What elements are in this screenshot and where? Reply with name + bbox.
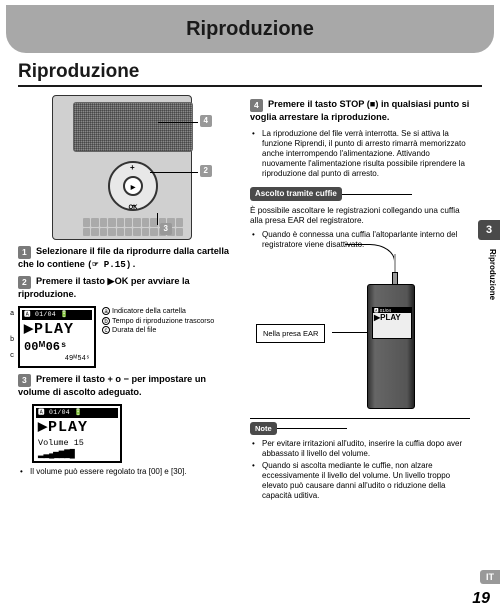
ear-line — [332, 332, 368, 333]
lcd-display-2: 🅰 01/04 🔋 ▶PLAY Volume 15 ▂▃▄▅▆▇█ — [32, 404, 122, 463]
device-figure: ▶OK + − 4 2 3 — [42, 95, 212, 240]
step-ref: (☞ P.15). — [87, 259, 137, 270]
step-badge: 1 — [18, 246, 31, 259]
chapter-side-label: Riproduzione — [488, 249, 497, 300]
title-rule — [18, 85, 482, 87]
rec-screen-play: ▶PLAY — [373, 313, 411, 323]
note-2: Quando si ascolta mediante le cuffie, no… — [262, 461, 470, 501]
lcd-play: ▶PLAY — [36, 418, 118, 438]
ear-heading: Ascolto tramite cuffie — [250, 187, 342, 201]
step-text: Premere il tasto STOP (■) in qualsiasi p… — [250, 99, 469, 122]
step-badge: 2 — [18, 276, 31, 289]
minus-icon: − — [131, 201, 136, 211]
legend-c: cDurata del file — [102, 325, 214, 334]
note-list: Per evitare irritazioni all'udito, inser… — [250, 439, 470, 501]
recorder-screen: 🅰 01/04 ▶PLAY — [372, 307, 412, 339]
lcd-display-1: 🅰 01/04 🔋 ▶PLAY 00ᴹ06ˢ 49ᴹ54ˢ a b c — [18, 306, 96, 368]
step-badge: 4 — [250, 99, 263, 112]
jack-plug — [392, 254, 398, 286]
step-4: 4 Premere il tasto STOP (■) in qualsiasi… — [250, 99, 470, 123]
section-title: Riproduzione — [18, 61, 500, 83]
chapter-tab: 3 — [478, 220, 500, 240]
lcd-legend-row: 🅰 01/04 🔋 ▶PLAY 00ᴹ06ˢ 49ᴹ54ˢ a b c aInd… — [18, 306, 236, 368]
callout-4: 4 — [200, 115, 212, 127]
step-badge: 3 — [18, 374, 31, 387]
ear-figure: 🅰 01/04 ▶PLAY Nella presa EAR — [250, 254, 425, 414]
jack-wire — [345, 244, 395, 279]
right-column: 4 Premere il tasto STOP (■) in qualsiasi… — [250, 93, 470, 503]
ear-heading-wrap: Ascolto tramite cuffie — [250, 187, 470, 201]
step-1: 1 Selezionare il file da riprodurre dall… — [18, 246, 236, 270]
stop-note: La riproduzione del file verrà interrott… — [262, 129, 470, 179]
lcd-top: 🅰 01/04 🔋 — [36, 408, 118, 418]
callout-line — [150, 172, 198, 173]
volume-note: Il volume può essere regolato tra [00] e… — [30, 467, 236, 477]
lcd-top: 🅰 01/04 🔋 — [22, 310, 92, 320]
lcd-sub: 49ᴹ54ˢ — [22, 355, 92, 364]
ear-label-box: Nella presa EAR — [256, 324, 325, 343]
ear-intro: È possibile ascoltare le registrazioni c… — [250, 206, 470, 227]
page-number: 19 — [472, 590, 490, 608]
content-columns: ▶OK + − 4 2 3 1 Selezionare il file da r — [0, 93, 500, 503]
left-column: ▶OK + − 4 2 3 1 Selezionare il file da r — [18, 93, 236, 503]
callout-3: 3 — [160, 223, 172, 235]
marker-a: a — [10, 310, 14, 319]
note-1: Per evitare irritazioni all'udito, inser… — [262, 439, 470, 459]
plus-icon: + — [130, 163, 135, 173]
step-text: Premere il tasto + o − per impostare un … — [18, 374, 206, 397]
volume-note-list: Il volume può essere regolato tra [00] e… — [18, 467, 236, 477]
marker-b: b — [10, 336, 14, 345]
ok-button: ▶OK — [123, 176, 143, 196]
device-body: ▶OK + − — [52, 95, 192, 240]
lcd-play: ▶PLAY — [22, 320, 92, 340]
chapter-title: Riproduzione — [186, 18, 314, 41]
stop-note-list: La riproduzione del file verrà interrott… — [250, 129, 470, 179]
lcd-volume-bars: ▂▃▄▅▆▇█ — [36, 449, 118, 460]
note-rule — [250, 418, 470, 419]
callout-2: 2 — [200, 165, 212, 177]
step-3: 3 Premere il tasto + o − per impostare u… — [18, 374, 236, 398]
dpad: ▶OK + − — [108, 161, 158, 211]
lcd-volume: Volume 15 — [36, 438, 118, 449]
callout-line — [158, 122, 198, 123]
lcd-time: 00ᴹ06ˢ — [22, 340, 92, 355]
chapter-header: Riproduzione — [6, 5, 494, 53]
jack-pin — [394, 254, 396, 274]
callout-line — [157, 213, 158, 225]
note-heading: Note — [250, 422, 277, 435]
device-mesh — [73, 102, 193, 152]
legend-list: aIndicatore della cartella bTempo di rip… — [102, 306, 214, 334]
recorder-body: 🅰 01/04 ▶PLAY — [367, 284, 415, 409]
marker-c: c — [10, 352, 14, 361]
legend-a: aIndicatore della cartella — [102, 306, 214, 315]
legend-b: bTempo di riproduzione trascorso — [102, 316, 214, 325]
step-text: Premere il tasto ▶OK per avviare la ripr… — [18, 276, 190, 299]
step-2: 2 Premere il tasto ▶OK per avviare la ri… — [18, 276, 236, 300]
lang-badge: IT — [480, 570, 500, 584]
